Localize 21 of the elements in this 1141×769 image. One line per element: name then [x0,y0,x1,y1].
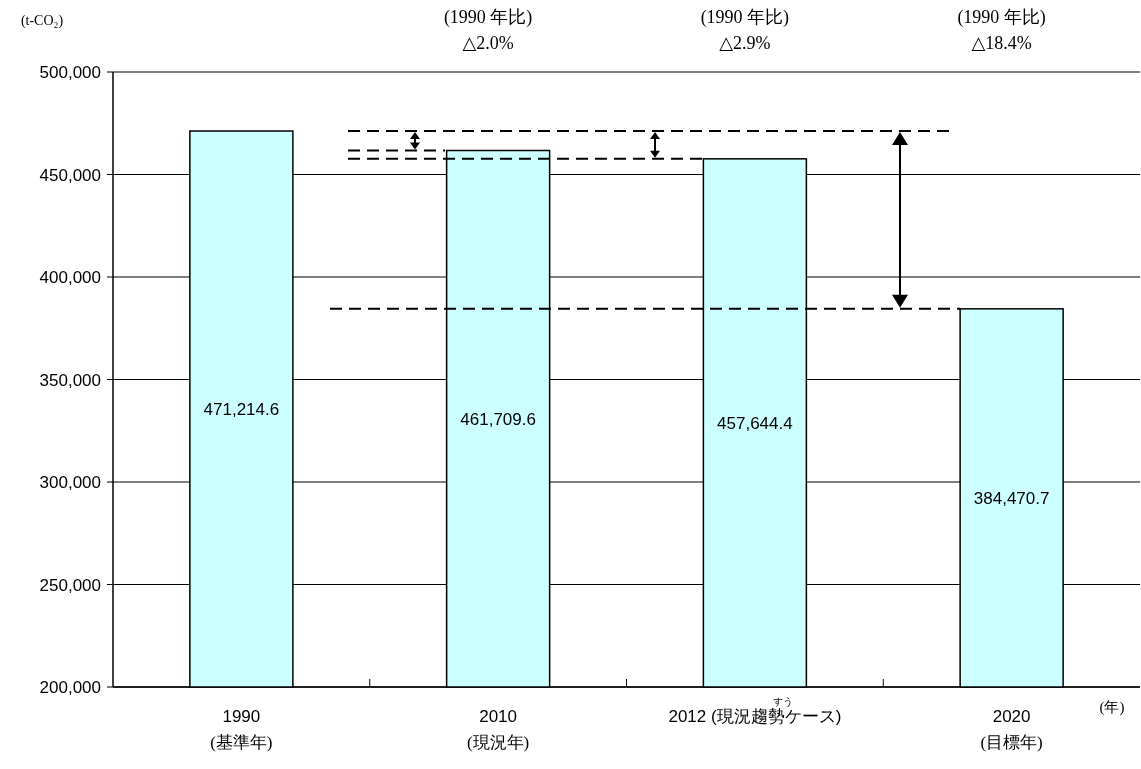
data-label: 457,644.4 [717,413,793,433]
y-tick-label: 300,000 [39,473,101,492]
y-tick-label: 400,000 [39,268,101,287]
text: (1990 年比) △18.4% [957,7,1046,53]
data-label: 471,214.6 [203,400,280,420]
x-tick-label: 2020 (目標年) [980,707,1043,752]
y-tick-label: 450,000 [39,165,101,185]
text: (1990 年比) △2.9% [700,7,790,53]
y-tick-label: 200,000 [39,678,101,697]
text: すう [773,696,793,707]
y-tick-label: 250,000 [39,575,101,595]
data-label: 461,709.6 [460,409,536,429]
x-axis-title: (年) [1099,699,1125,716]
x-tick-label: 1990 (基準年) [210,707,273,752]
data-label: 384,470.7 [973,488,1050,508]
x-tick-label: 2012 (現況趨勢ケース) [668,707,842,726]
x-tick-label: 2010 (現況年) [466,707,530,752]
y-tick-label: 500,000 [39,63,101,82]
y-tick-label: 350,000 [39,370,101,390]
y-axis-title: (t-CO₂) [20,13,64,29]
text: (1990 年比) △2.0% [443,7,533,53]
